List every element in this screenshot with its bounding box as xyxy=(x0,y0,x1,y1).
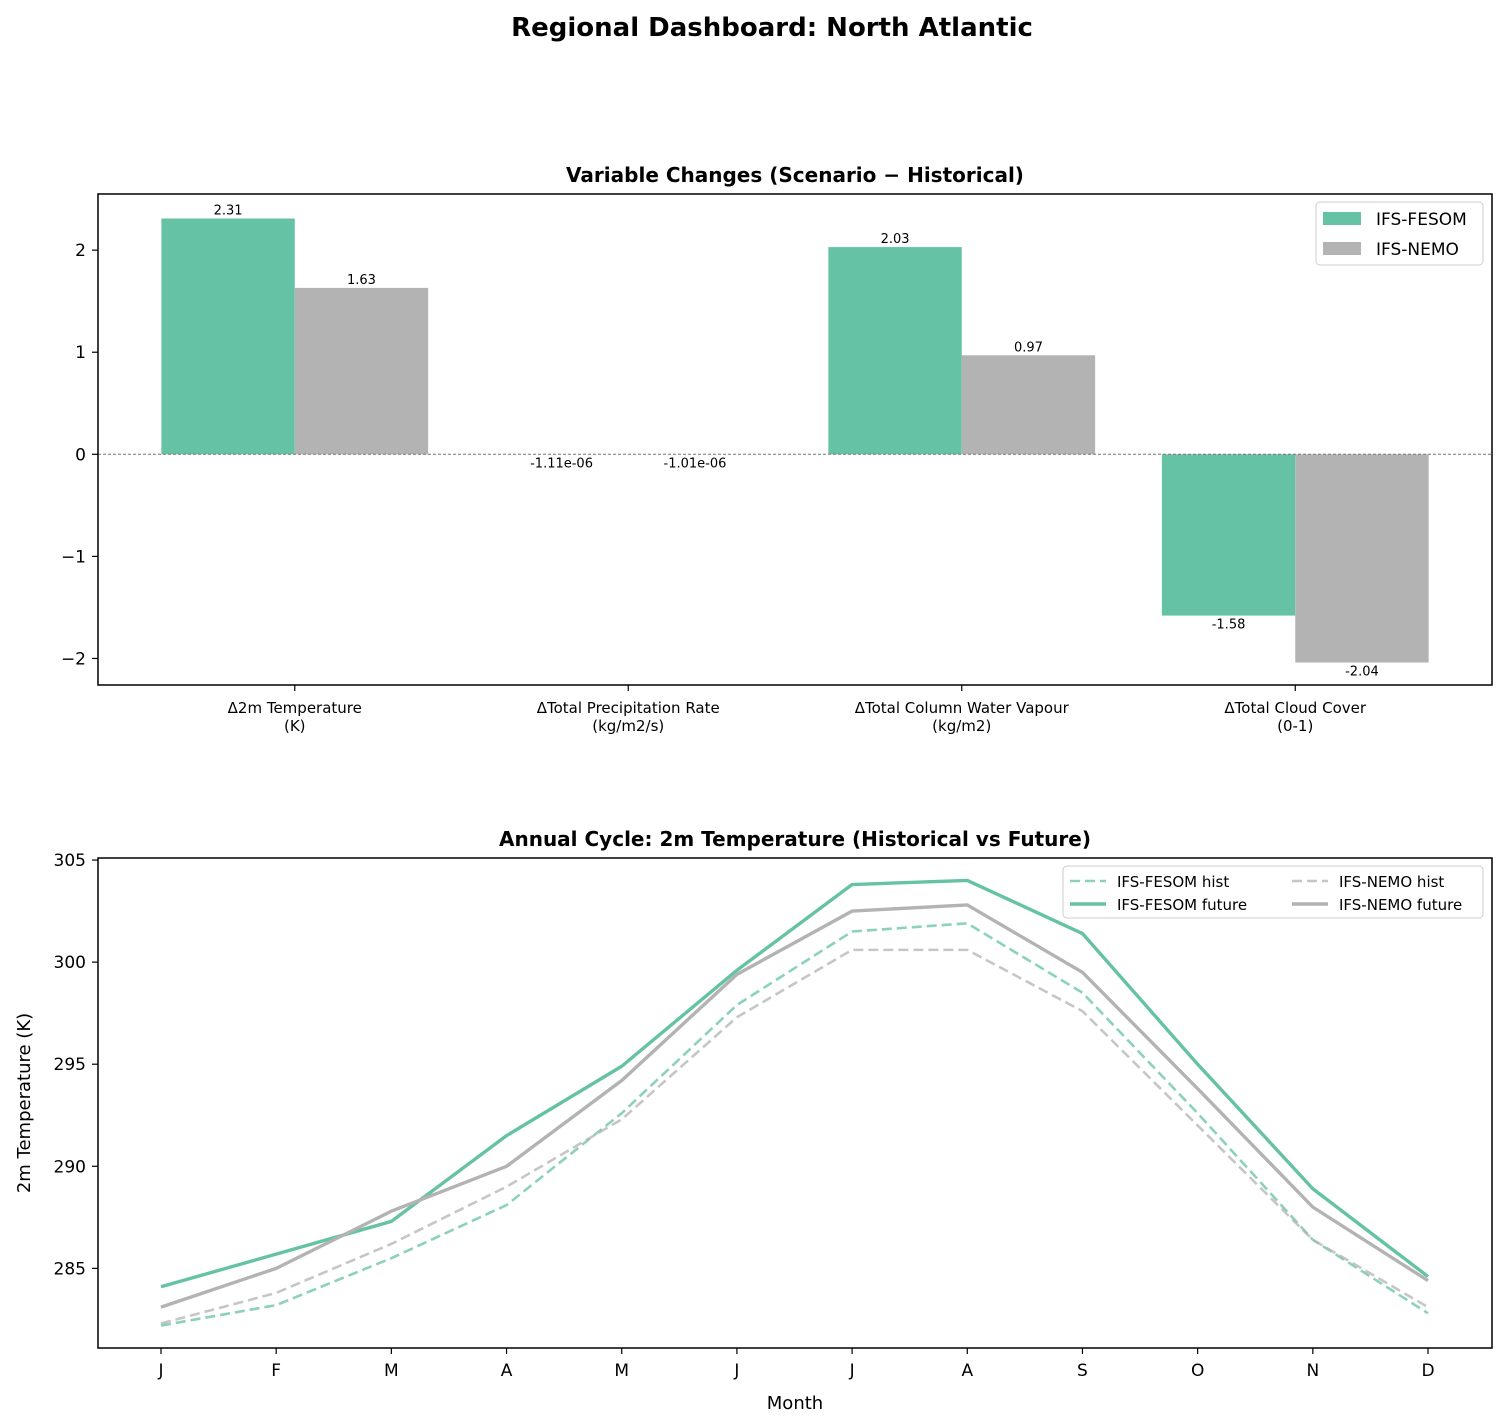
legend-label: IFS-FESOM xyxy=(1376,210,1467,230)
series-line-ifs-nemo-hist xyxy=(160,948,1429,1325)
y-tick-label: 305 xyxy=(54,851,86,871)
y-tick-label: −1 xyxy=(61,547,86,567)
x-tick-label: J xyxy=(849,1361,855,1381)
y-tick-label: 300 xyxy=(54,953,86,973)
x-tick-label: S xyxy=(1077,1361,1088,1381)
data-label: 2.31 xyxy=(214,203,243,218)
y-tick-label: 1 xyxy=(75,343,86,363)
x-tick-label-unit: (kg/m2) xyxy=(932,717,991,735)
data-label: -1.11e-06 xyxy=(530,456,593,471)
line-chart: Annual Cycle: 2m Temperature (Historical… xyxy=(14,827,1493,1414)
chart-title: Variable Changes (Scenario − Historical) xyxy=(566,163,1024,187)
y-tick-label: 0 xyxy=(75,445,86,465)
series-line-ifs-fesom-hist xyxy=(160,922,1429,1327)
y-tick-label: 290 xyxy=(54,1157,86,1177)
x-tick-label-unit: (kg/m2/s) xyxy=(592,717,664,735)
bar-chart: Variable Changes (Scenario − Historical)… xyxy=(61,163,1493,735)
data-label: 0.97 xyxy=(1014,340,1043,355)
legend: IFS-FESOM hist IFS-FESOM future IFS-NEMO h… xyxy=(1062,865,1484,919)
bar-ifs-nemo xyxy=(961,355,1096,455)
x-tick-label: ΔTotal Cloud Cover xyxy=(1224,699,1366,717)
x-tick-label: A xyxy=(501,1361,513,1381)
data-label: -1.58 xyxy=(1212,618,1246,633)
y-tick-label: 2 xyxy=(75,241,86,261)
legend-label: IFS-FESOM future xyxy=(1117,896,1247,914)
data-label: 2.03 xyxy=(881,232,910,247)
axes-frame xyxy=(97,193,1493,686)
bar-ifs-fesom xyxy=(1161,454,1296,616)
series-line-ifs-nemo-future xyxy=(160,903,1429,1309)
y-axis-label: 2m Temperature (K) xyxy=(14,1013,35,1193)
x-tick-label-unit: (K) xyxy=(284,717,306,735)
x-tick-label: J xyxy=(733,1361,739,1381)
x-tick-label: O xyxy=(1191,1361,1204,1381)
legend: IFS-FESOM IFS-NEMO xyxy=(1315,201,1484,266)
x-tick-label: M xyxy=(614,1361,629,1381)
legend-box xyxy=(1062,865,1484,919)
x-tick-label: A xyxy=(961,1361,973,1381)
bar-ifs-fesom xyxy=(828,247,962,455)
x-tick-label: ΔTotal Precipitation Rate xyxy=(537,699,720,717)
figure-title: Regional Dashboard: North Atlantic xyxy=(511,13,1033,43)
x-tick-label: D xyxy=(1421,1361,1434,1381)
data-label: -1.01e-06 xyxy=(664,456,727,471)
y-tick-label: −2 xyxy=(61,649,86,669)
x-tick-label: ΔTotal Column Water Vapour xyxy=(855,699,1070,717)
legend-label: IFS-FESOM hist xyxy=(1117,873,1229,891)
bar-ifs-nemo xyxy=(294,287,429,455)
legend-label: IFS-NEMO xyxy=(1376,240,1459,260)
legend-swatch xyxy=(1323,212,1361,225)
x-tick-label: Δ2m Temperature xyxy=(228,699,362,717)
x-tick-label: J xyxy=(157,1361,163,1381)
y-tick-label: 295 xyxy=(54,1055,86,1075)
data-label: 1.63 xyxy=(347,273,376,288)
bar-ifs-nemo xyxy=(1295,454,1429,663)
data-label: -2.04 xyxy=(1345,665,1379,680)
series-line-ifs-fesom-future xyxy=(160,878,1430,1289)
x-tick-label-unit: (0-1) xyxy=(1277,717,1313,735)
x-axis-label: Month xyxy=(767,1393,823,1414)
bar-ifs-fesom xyxy=(161,218,295,455)
legend-label: IFS-NEMO hist xyxy=(1339,873,1444,891)
legend-label: IFS-NEMO future xyxy=(1339,896,1462,914)
axes-frame xyxy=(97,857,1493,1349)
x-tick-label: M xyxy=(384,1361,399,1381)
legend-swatch xyxy=(1323,242,1361,255)
x-tick-label: F xyxy=(271,1361,281,1381)
y-tick-label: 285 xyxy=(54,1259,86,1279)
x-tick-label: N xyxy=(1306,1361,1319,1381)
chart-title: Annual Cycle: 2m Temperature (Historical… xyxy=(499,827,1091,851)
